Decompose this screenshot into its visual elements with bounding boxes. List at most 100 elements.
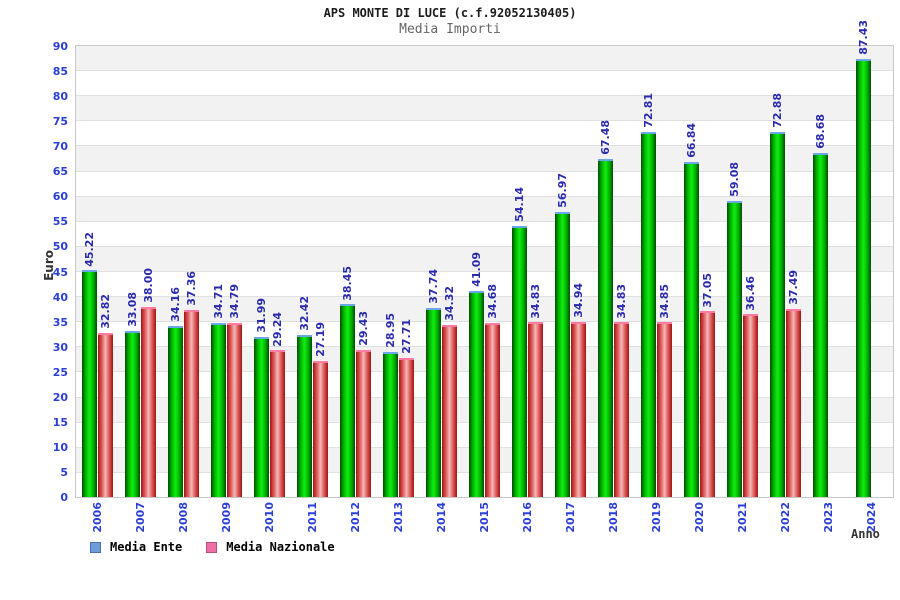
x-tick-label: 2008 <box>176 502 190 533</box>
chart-subtitle: Media Importi <box>399 22 501 37</box>
y-tick-label: 80 <box>52 90 68 104</box>
x-axis: 2006 2007 2008 2009 2010 2011 2012 2013 2014 2015… <box>76 500 893 542</box>
legend-swatch-media-ente <box>90 541 101 553</box>
bar-media-nazionale <box>528 322 543 497</box>
bar-media-nazionale <box>141 306 156 497</box>
bar-value-label: 37.74 <box>426 269 440 304</box>
bar-media-ente <box>297 334 312 497</box>
bar-value-label: 38.00 <box>141 267 155 303</box>
bar-value-label: 66.84 <box>684 123 698 159</box>
x-tick-label: 2007 <box>133 502 147 533</box>
bar-media-nazionale <box>184 309 199 497</box>
bar-value-label: 38.45 <box>340 265 354 301</box>
bar-media-nazionale <box>743 314 758 497</box>
bar-value-label: 34.79 <box>227 283 241 319</box>
x-tick-label: 2014 <box>434 502 448 533</box>
x-tick-label: 2009 <box>219 502 233 533</box>
bar-value-label: 37.05 <box>700 272 714 308</box>
bar-media-ente <box>598 158 613 497</box>
bar-media-ente <box>770 131 785 497</box>
x-tick-label: 2015 <box>477 502 491 533</box>
bar-value-label: 29.43 <box>356 310 370 346</box>
grid-band <box>76 221 893 247</box>
bar-value-label: 45.22 <box>82 231 96 267</box>
x-tick-label: 2021 <box>735 502 749 533</box>
legend-label-media-ente: Media Ente <box>110 540 183 554</box>
bar-value-label: 34.16 <box>168 287 182 322</box>
bar-media-ente <box>125 331 140 497</box>
bar-media-nazionale <box>399 358 414 497</box>
bar-media-ente <box>426 307 441 497</box>
bar-value-label: 34.32 <box>442 286 456 322</box>
bar-value-label: 37.49 <box>786 270 800 306</box>
bar-value-label: 31.99 <box>254 297 268 333</box>
bar-media-ente <box>512 225 527 497</box>
y-tick-label: 35 <box>52 315 68 329</box>
x-tick-label: 2019 <box>649 502 663 533</box>
legend: Media Ente Media Nazionale <box>90 540 335 554</box>
bar-value-label: 41.09 <box>469 252 483 288</box>
bar-value-label: 54.14 <box>512 186 526 222</box>
bar-value-label: 68.68 <box>813 114 827 149</box>
bar-value-label: 34.94 <box>571 283 585 318</box>
x-axis-title: Anno <box>851 527 880 541</box>
grid-band <box>76 71 893 97</box>
bar-media-nazionale <box>786 309 801 497</box>
bar-media-ente <box>555 211 570 497</box>
grid-band <box>76 46 893 72</box>
bar-value-label: 34.68 <box>485 284 499 320</box>
y-tick-label: 10 <box>52 440 68 454</box>
bar-value-label: 87.43 <box>856 20 870 55</box>
x-tick-label: 2020 <box>692 502 706 533</box>
bar-media-ente <box>469 291 484 497</box>
plot-area: 45.22 33.08 34.16 34.71 31.99 32.42 38.45 28.95… <box>75 20 894 498</box>
bar-value-label: 33.08 <box>125 292 139 328</box>
bar-value-label: 27.19 <box>313 321 327 357</box>
chart-title: APS MONTE DI LUCE (c.f.92052130405) <box>323 6 577 20</box>
y-tick-label: 30 <box>52 340 68 354</box>
x-tick-label: 2016 <box>520 502 534 533</box>
y-tick-label: 0 <box>60 491 68 504</box>
y-tick-label: 40 <box>52 290 68 304</box>
x-tick-label: 2018 <box>606 502 620 533</box>
bar-media-nazionale <box>571 321 586 497</box>
bar-value-label: 34.83 <box>614 283 628 319</box>
bar-media-nazionale <box>227 322 242 497</box>
grid-band <box>76 196 893 222</box>
bar-media-ente <box>211 323 226 497</box>
bar-media-ente <box>82 270 97 497</box>
y-axis: 0 5 10 15 20 25 30 35 40 45 50 55 60 65 70 75 80 85 90 <box>28 40 68 504</box>
y-tick-label: 75 <box>52 115 68 129</box>
bar-value-label: 34.85 <box>657 283 671 319</box>
bar-media-ente <box>383 351 398 497</box>
y-tick-label: 15 <box>52 415 68 429</box>
y-tick-label: 25 <box>52 365 68 379</box>
bar-media-nazionale <box>657 322 672 497</box>
x-tick-label: 2013 <box>391 502 405 533</box>
bar-value-label: 56.97 <box>555 172 569 208</box>
grid-band <box>76 96 893 122</box>
bar-media-ente <box>727 200 742 497</box>
bars-layer: 45.22 33.08 34.16 34.71 31.99 32.42 38.45 28.95… <box>76 20 893 497</box>
y-tick-label: 60 <box>52 190 68 204</box>
bar-media-ente <box>340 304 355 497</box>
bar-media-ente <box>254 336 269 497</box>
bar-value-label: 32.42 <box>297 295 311 331</box>
bar-media-nazionale <box>313 360 328 497</box>
bar-value-label: 28.95 <box>383 313 397 348</box>
bar-value-label: 34.83 <box>528 283 542 319</box>
legend-swatch-media-nazionale <box>206 541 218 553</box>
grid-band <box>76 171 893 197</box>
x-tick-label: 2012 <box>348 502 362 533</box>
bar-media-ente <box>813 152 828 497</box>
bar-value-label: 29.24 <box>270 311 284 347</box>
bar-value-label: 59.08 <box>727 162 741 197</box>
bar-media-nazionale <box>442 325 457 497</box>
grid-band <box>76 271 893 298</box>
bar-value-label: 67.48 <box>598 120 612 155</box>
bar-value-label: 37.36 <box>184 271 198 306</box>
grid-band <box>76 121 893 147</box>
bar-media-ente <box>641 132 656 497</box>
y-tick-label: 20 <box>52 390 68 404</box>
